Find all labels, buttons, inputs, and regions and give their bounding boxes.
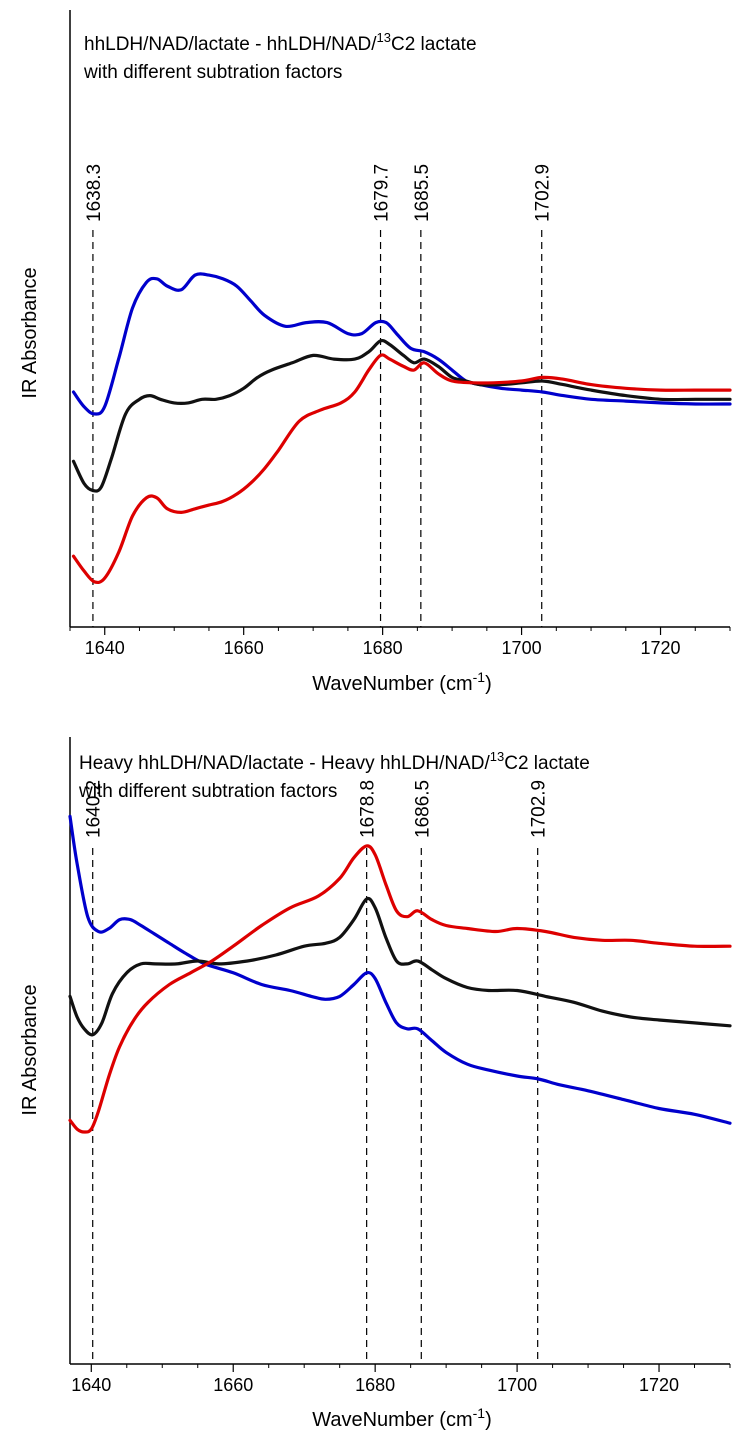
chart-title: Heavy hhLDH/NAD/lactate - Heavy hhLDH/NA…: [79, 749, 590, 774]
x-tick-label: 1640: [85, 638, 125, 658]
peak-label: 1678.8: [358, 780, 379, 838]
series-line-1: [71, 272, 732, 416]
y-axis-label: IR Absorbance: [19, 984, 41, 1115]
chart-subtitle: with different subtration factors: [83, 62, 342, 83]
chart-title: hhLDH/NAD/lactate - hhLDH/NAD/13C2 lacta…: [84, 30, 477, 55]
top-panel: hhLDH/NAD/lactate - hhLDH/NAD/13C2 lacta…: [19, 10, 732, 695]
x-tick-label: 1720: [639, 1375, 679, 1395]
series-line-2: [71, 338, 732, 493]
peak-label: 1640.2: [84, 780, 105, 838]
bottom-panel: Heavy hhLDH/NAD/lactate - Heavy hhLDH/NA…: [19, 737, 732, 1431]
peak-label: 1702.9: [533, 164, 554, 222]
x-axis-label: WaveNumber (cm-1): [312, 1405, 492, 1431]
chart-subtitle: with different subtration factors: [78, 781, 337, 802]
y-axis-label: IR Absorbance: [19, 267, 41, 398]
x-tick-label: 1700: [502, 638, 542, 658]
x-tick-label: 1640: [71, 1375, 111, 1395]
series-line-1: [68, 814, 732, 1125]
x-tick-label: 1700: [497, 1375, 537, 1395]
peak-label: 1685.5: [412, 164, 433, 222]
x-tick-label: 1660: [213, 1375, 253, 1395]
peak-label: 1686.5: [412, 780, 433, 838]
series-line-2: [68, 896, 732, 1037]
series-line-3: [71, 353, 732, 585]
x-tick-label: 1680: [363, 638, 403, 658]
x-axis-label: WaveNumber (cm-1): [312, 669, 492, 695]
x-tick-label: 1720: [641, 638, 681, 658]
series-line-3: [68, 844, 732, 1134]
peak-label: 1638.3: [84, 164, 105, 222]
peak-label: 1679.7: [372, 164, 393, 222]
x-tick-label: 1660: [224, 638, 264, 658]
x-tick-label: 1680: [355, 1375, 395, 1395]
peak-label: 1702.9: [529, 780, 550, 838]
